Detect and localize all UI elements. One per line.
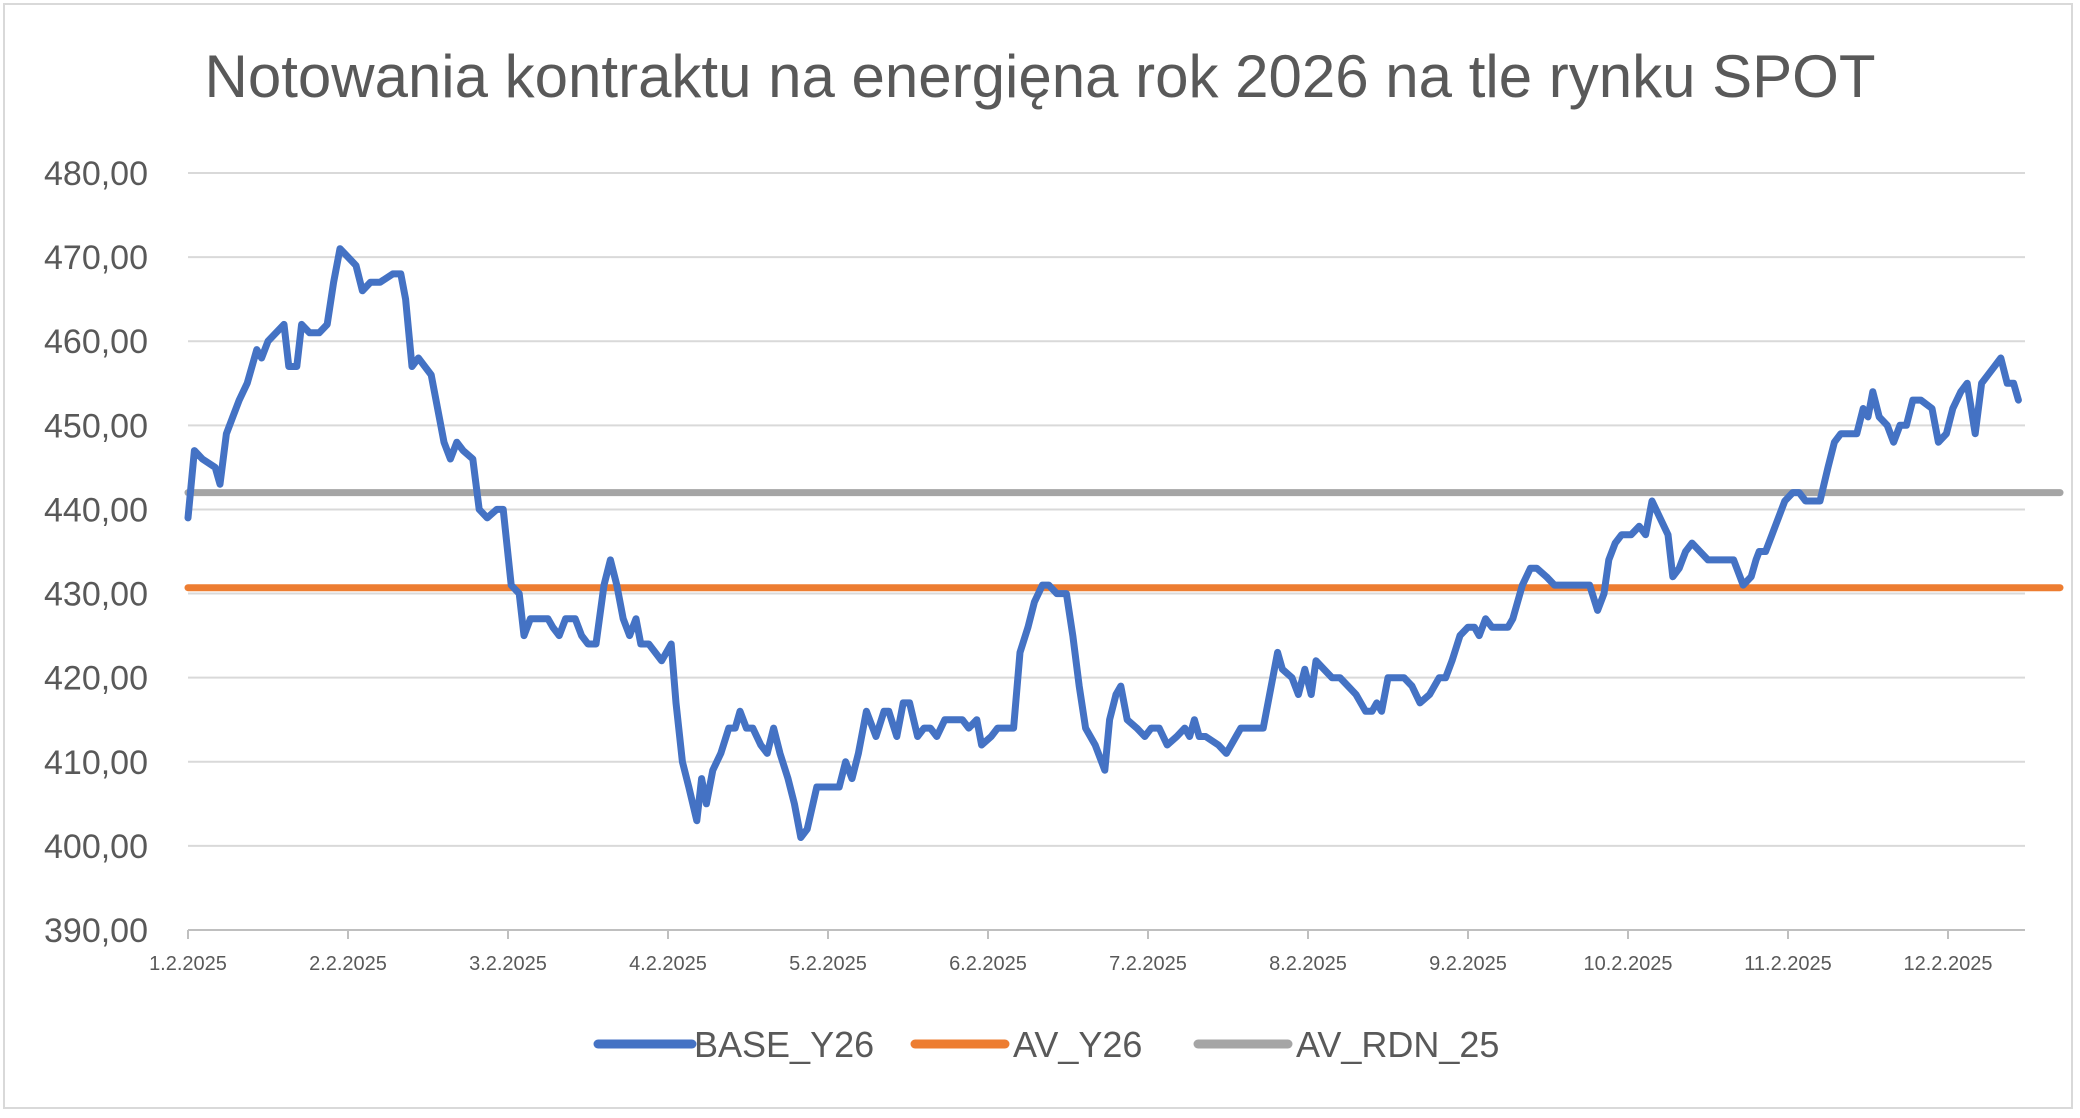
series-lines	[184, 245, 2064, 841]
y-tick-label: 480,00	[44, 155, 148, 193]
x-axis-ticks: 1.2.2025 2.2.2025 3.2.2025 4.2.2025 5.2.2025…	[149, 930, 1992, 975]
legend-label: AV_Y26	[1013, 1024, 1142, 1065]
legend-label: AV_RDN_25	[1296, 1024, 1499, 1065]
x-tick-label: 12.2.2025	[1904, 953, 1993, 975]
x-tick-label: 3.2.2025	[469, 953, 547, 975]
legend: BASE_Y26 AV_Y26 AV_RDN_25	[593, 1024, 1499, 1065]
y-tick-label: 470,00	[44, 239, 148, 277]
series-line-base-y26	[184, 245, 2022, 841]
x-tick-label: 4.2.2025	[629, 953, 707, 975]
x-tick-label: 11.2.2025	[1744, 953, 1832, 975]
x-tick-label: 9.2.2025	[1429, 953, 1507, 975]
y-tick-label: 460,00	[44, 323, 148, 361]
y-tick-label: 390,00	[44, 912, 148, 950]
y-tick-label: 430,00	[44, 576, 148, 614]
x-tick-label: 2.2.2025	[309, 953, 387, 975]
x-tick-label: 8.2.2025	[1269, 953, 1347, 975]
chart-container	[3, 3, 2073, 1109]
y-tick-label: 400,00	[44, 828, 148, 866]
y-tick-label: 420,00	[44, 660, 148, 698]
y-tick-label: 440,00	[44, 491, 148, 529]
x-tick-label: 1.2.2025	[149, 953, 227, 975]
chart-title: Notowania kontraktu na energięna rok 202…	[205, 43, 1876, 110]
x-tick-label: 5.2.2025	[789, 953, 867, 975]
y-tick-label: 410,00	[44, 744, 148, 782]
legend-label: BASE_Y26	[694, 1024, 874, 1065]
x-tick-label: 6.2.2025	[949, 953, 1027, 975]
x-tick-label: 7.2.2025	[1109, 953, 1187, 975]
x-tick-label: 10.2.2025	[1584, 953, 1673, 975]
gridlines	[188, 172, 2025, 931]
y-tick-label: 450,00	[44, 407, 148, 445]
y-axis-ticks: 390,00 400,00 410,00 420,00 430,00 440,00 450,…	[44, 155, 148, 950]
